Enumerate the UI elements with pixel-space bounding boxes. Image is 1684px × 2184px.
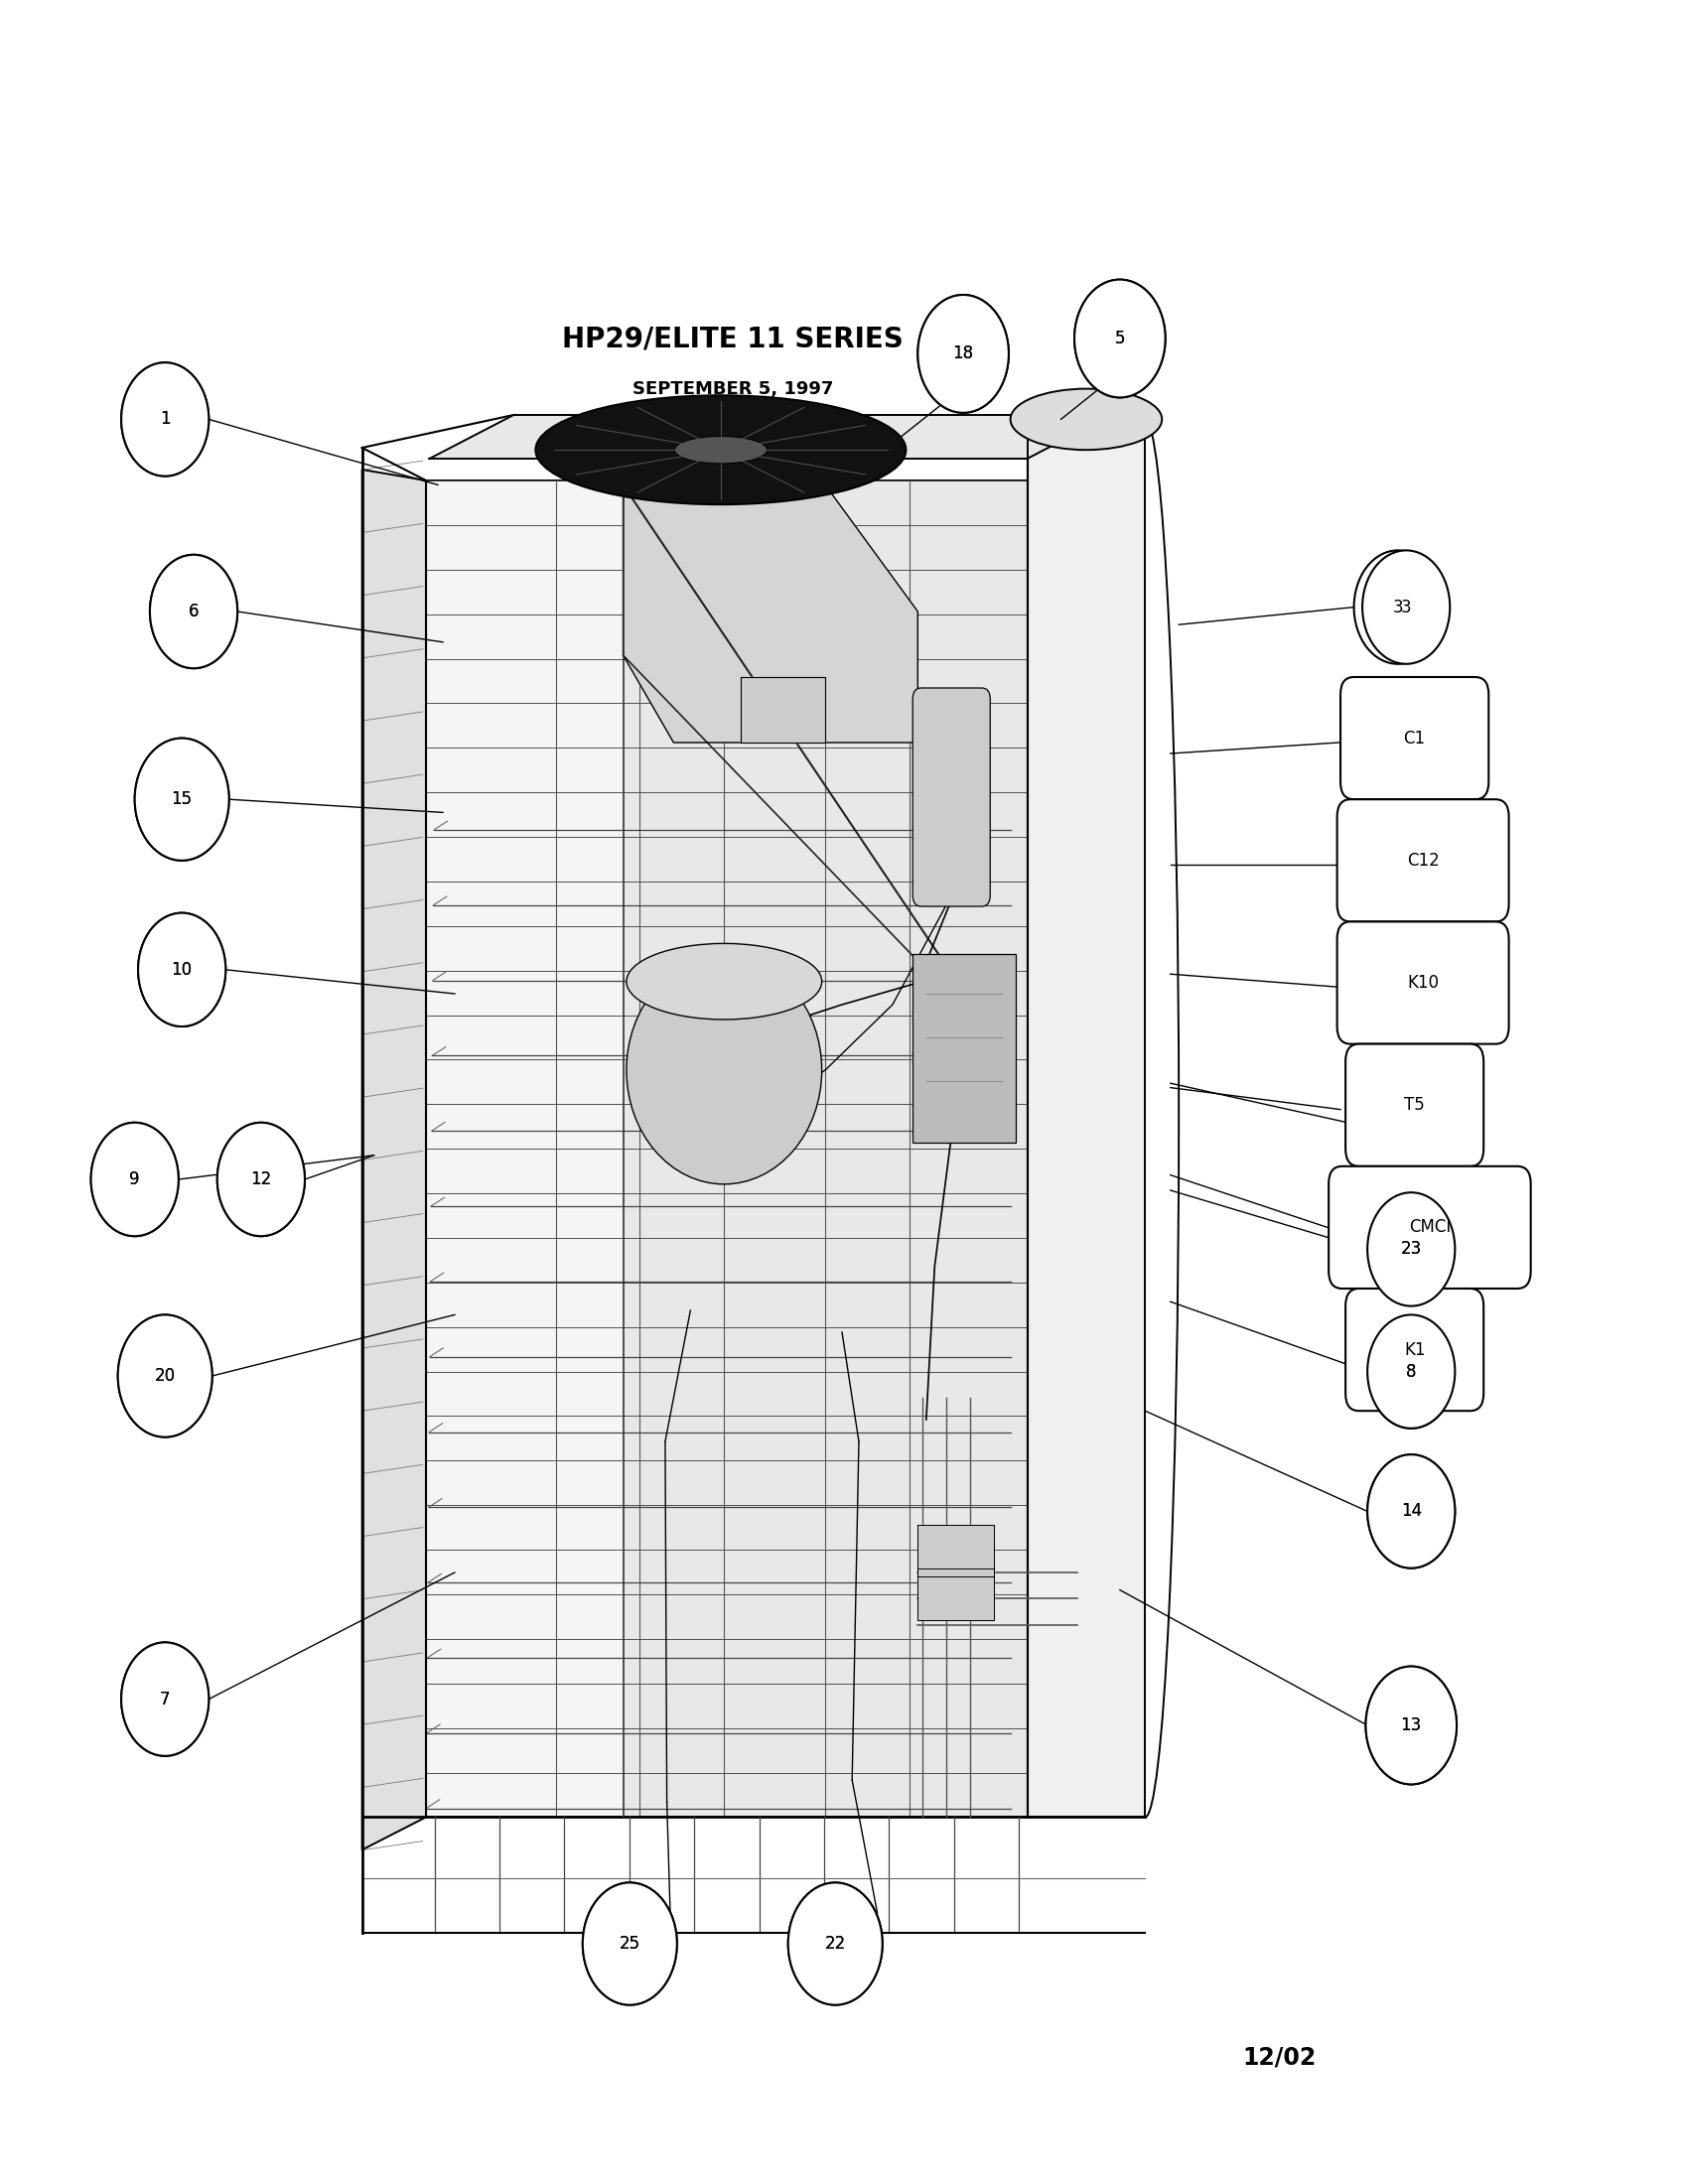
Circle shape (1074, 280, 1165, 397)
Text: 6: 6 (189, 603, 199, 620)
Circle shape (1367, 1192, 1455, 1306)
Text: 13: 13 (1401, 1717, 1421, 1734)
Circle shape (1366, 1666, 1457, 1784)
Circle shape (138, 913, 226, 1026)
Text: C12: C12 (1406, 852, 1440, 869)
Text: 12/02: 12/02 (1243, 2046, 1317, 2068)
FancyBboxPatch shape (913, 954, 1015, 1142)
Polygon shape (429, 415, 1111, 459)
Circle shape (1367, 1315, 1455, 1428)
Polygon shape (426, 480, 1027, 1817)
Text: 18: 18 (953, 345, 973, 363)
FancyBboxPatch shape (1346, 1289, 1484, 1411)
Circle shape (91, 1123, 179, 1236)
Text: CMCI: CMCI (1410, 1219, 1450, 1236)
Circle shape (1367, 1192, 1455, 1306)
Text: 14: 14 (1401, 1503, 1421, 1520)
Text: 15: 15 (172, 791, 192, 808)
Text: HP29/ELITE 11 SERIES: HP29/ELITE 11 SERIES (562, 325, 903, 352)
Text: 8: 8 (1406, 1363, 1416, 1380)
Text: 7: 7 (160, 1690, 170, 1708)
Polygon shape (623, 485, 918, 743)
Circle shape (138, 913, 226, 1026)
Circle shape (91, 1123, 179, 1236)
Text: 9: 9 (130, 1171, 140, 1188)
Circle shape (1354, 550, 1442, 664)
Circle shape (1367, 1455, 1455, 1568)
Circle shape (1367, 1315, 1455, 1428)
Circle shape (1366, 1666, 1457, 1784)
Circle shape (118, 1315, 212, 1437)
Circle shape (918, 295, 1009, 413)
Text: 6: 6 (189, 603, 199, 620)
Text: 12: 12 (251, 1171, 271, 1188)
Text: 13: 13 (1401, 1717, 1421, 1734)
Text: 20: 20 (155, 1367, 175, 1385)
Text: 25: 25 (620, 1935, 640, 1952)
Circle shape (788, 1883, 882, 2005)
Ellipse shape (1010, 389, 1162, 450)
Circle shape (150, 555, 237, 668)
Ellipse shape (626, 943, 822, 1020)
FancyBboxPatch shape (1340, 677, 1489, 799)
Polygon shape (1027, 419, 1145, 1817)
Text: 8: 8 (1406, 1363, 1416, 1380)
Circle shape (583, 1883, 677, 2005)
FancyBboxPatch shape (1329, 1166, 1531, 1289)
Circle shape (217, 1123, 305, 1236)
Text: 10: 10 (172, 961, 192, 978)
Text: 25: 25 (620, 1935, 640, 1952)
Ellipse shape (536, 395, 906, 505)
Text: 15: 15 (172, 791, 192, 808)
Circle shape (1074, 280, 1165, 397)
Polygon shape (623, 480, 1027, 1817)
Polygon shape (362, 470, 426, 1850)
Text: 10: 10 (172, 961, 192, 978)
Text: 7: 7 (160, 1690, 170, 1708)
FancyBboxPatch shape (1337, 799, 1509, 922)
Circle shape (118, 1315, 212, 1437)
Text: 5: 5 (1115, 330, 1125, 347)
Text: 12: 12 (251, 1171, 271, 1188)
Text: 5: 5 (1115, 330, 1125, 347)
Circle shape (583, 1883, 677, 2005)
Text: 3: 3 (1393, 598, 1403, 616)
Text: SEPTEMBER 5, 1997: SEPTEMBER 5, 1997 (632, 380, 834, 397)
Ellipse shape (674, 437, 768, 463)
Text: 1: 1 (160, 411, 170, 428)
Text: 3: 3 (1401, 598, 1411, 616)
Text: 18: 18 (953, 345, 973, 363)
Text: 22: 22 (825, 1935, 845, 1952)
Text: 14: 14 (1401, 1503, 1421, 1520)
Circle shape (121, 1642, 209, 1756)
Text: K10: K10 (1408, 974, 1438, 992)
Circle shape (217, 1123, 305, 1236)
Text: T5: T5 (1404, 1096, 1425, 1114)
Text: C1: C1 (1403, 729, 1426, 747)
Ellipse shape (626, 957, 822, 1184)
Text: K1: K1 (1404, 1341, 1425, 1358)
Circle shape (135, 738, 229, 860)
Text: 23: 23 (1401, 1241, 1421, 1258)
Circle shape (1362, 550, 1450, 664)
Circle shape (150, 555, 237, 668)
Circle shape (121, 363, 209, 476)
Text: 22: 22 (825, 1935, 845, 1952)
Circle shape (918, 295, 1009, 413)
Circle shape (135, 738, 229, 860)
Circle shape (1367, 1455, 1455, 1568)
Circle shape (121, 363, 209, 476)
Text: 1: 1 (160, 411, 170, 428)
FancyBboxPatch shape (1346, 1044, 1484, 1166)
FancyBboxPatch shape (913, 688, 990, 906)
Text: 9: 9 (130, 1171, 140, 1188)
Text: 23: 23 (1401, 1241, 1421, 1258)
Polygon shape (918, 1568, 994, 1621)
Circle shape (788, 1883, 882, 2005)
Polygon shape (918, 1524, 994, 1577)
FancyBboxPatch shape (1337, 922, 1509, 1044)
Polygon shape (741, 677, 825, 743)
Text: 20: 20 (155, 1367, 175, 1385)
Circle shape (121, 1642, 209, 1756)
